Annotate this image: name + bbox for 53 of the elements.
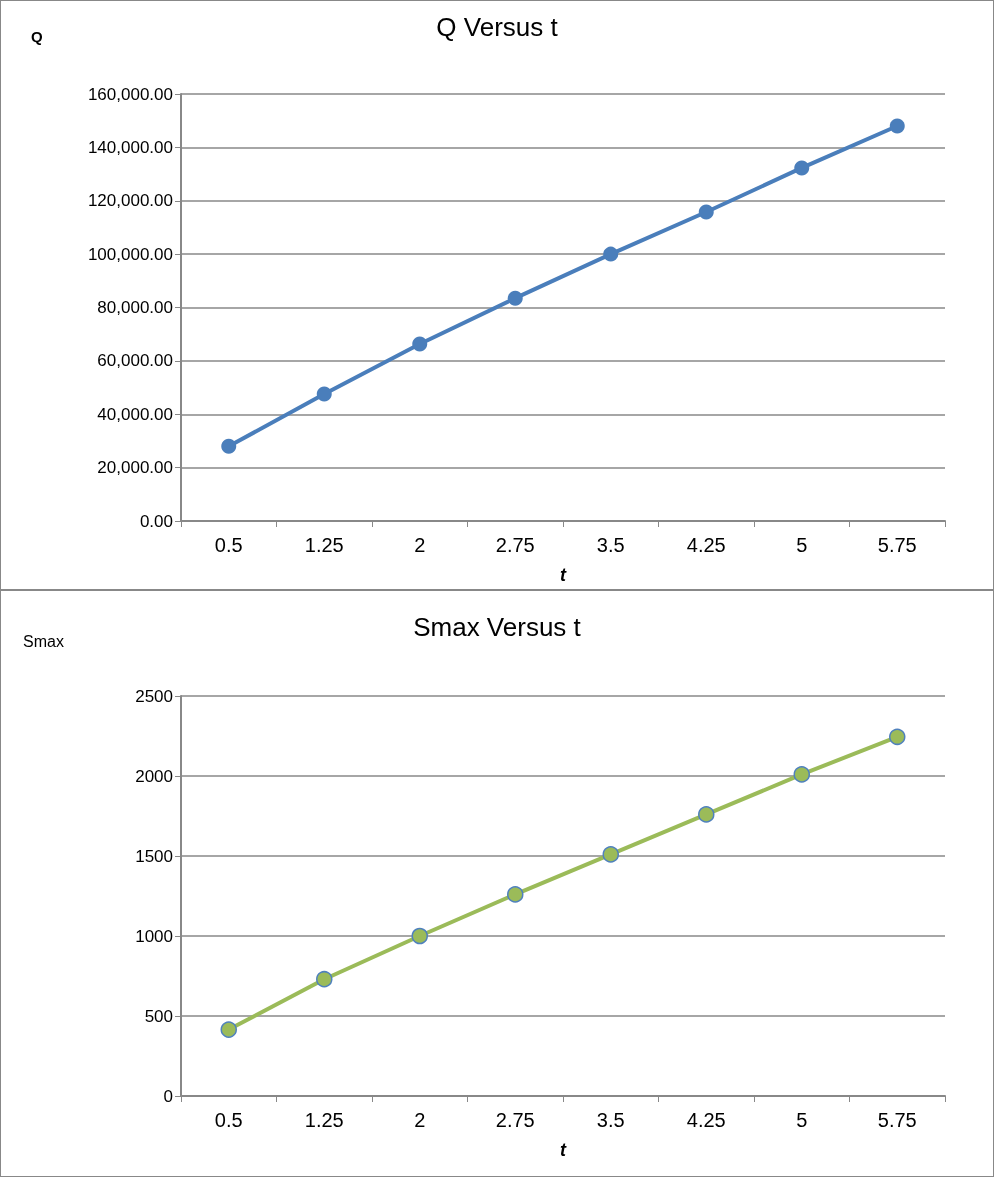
x-tick-label: 5.75 (877, 1109, 917, 1131)
y-tick-label: 1500 (135, 846, 173, 866)
y-tick-label: 2500 (135, 686, 173, 706)
point (889, 728, 906, 746)
y-tick-label: 160,000.00 (87, 84, 173, 104)
point (220, 1021, 237, 1038)
chart-title: Smax Versus t (413, 612, 582, 642)
x-tick-label: 2 (414, 1109, 426, 1131)
point (698, 204, 714, 220)
point (507, 290, 523, 306)
x-tick-label: 2.75 (495, 1109, 535, 1131)
y-tick-label: 20,000.00 (97, 458, 173, 478)
x-tick-label: 2 (414, 534, 426, 556)
x-tick-label: 1.25 (304, 534, 344, 556)
chart-title: Q Versus t (436, 12, 559, 42)
x-tick-label: 5.75 (877, 534, 917, 556)
x-tick-label: 3.5 (596, 534, 625, 556)
x-tick-label: 1.25 (304, 1109, 344, 1131)
point (794, 160, 810, 176)
point (602, 846, 619, 863)
x-tick-label: 4.25 (686, 1109, 726, 1131)
point (793, 766, 810, 783)
x-axis-title: t (560, 565, 567, 585)
y-tick-label: 1000 (135, 926, 173, 946)
point (889, 118, 905, 134)
y-axis-title: Q (31, 28, 43, 45)
x-tick-label: 5 (796, 534, 808, 556)
y-tick-label: 40,000.00 (97, 404, 173, 424)
point (698, 806, 715, 823)
y-tick-label: 80,000.00 (97, 298, 173, 317)
point (412, 336, 428, 352)
y-axis-title: Smax (23, 632, 64, 650)
x-tick-label: 3.5 (596, 1109, 625, 1131)
point (316, 970, 333, 988)
x-tick-label: 4.25 (686, 534, 726, 556)
y-tick-label: 60,000.00 (97, 351, 173, 371)
point (603, 246, 619, 262)
x-tick-label: 5 (796, 1109, 808, 1131)
y-tick-label: 2000 (135, 766, 173, 786)
y-tick-label: 0.00 (139, 511, 173, 531)
y-tick-label: 140,000.00 (87, 137, 173, 157)
x-axis-title: t (560, 1140, 567, 1160)
x-tick-label: 0.5 (214, 1109, 243, 1131)
y-tick-label: 120,000.00 (87, 191, 173, 211)
x-tick-label: 2.75 (495, 534, 535, 556)
point (507, 886, 524, 903)
point (221, 438, 237, 454)
y-tick-label: 0 (163, 1086, 173, 1106)
point (316, 386, 332, 402)
y-tick-label: 500 (144, 1006, 173, 1026)
x-tick-label: 0.5 (214, 534, 243, 556)
point (411, 927, 428, 945)
y-tick-label: 100,000.00 (87, 244, 173, 264)
